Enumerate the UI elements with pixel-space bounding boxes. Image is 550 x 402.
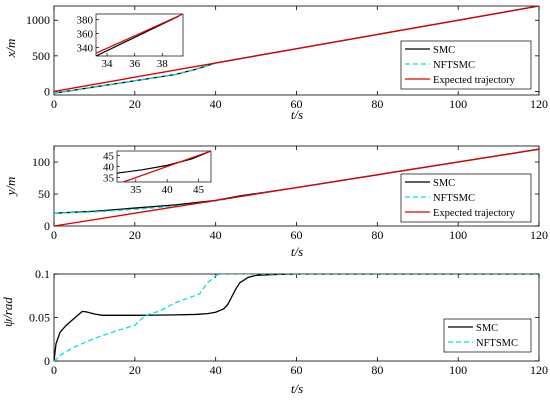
- x-tick-label: 120: [530, 228, 548, 242]
- y-tick-label: 500: [32, 49, 50, 63]
- x-tick-label: 120: [530, 363, 548, 377]
- legend-label: Expected trajectory: [433, 208, 516, 219]
- inset-x-tick-label: 35: [130, 184, 142, 196]
- inset-series-group: [96, 14, 183, 56]
- inset-y-tick-label: 340: [77, 43, 94, 55]
- x-tick-label: 120: [530, 97, 548, 111]
- panel-2-ylabel: y/m: [3, 177, 18, 198]
- y-tick-label: 0: [44, 219, 50, 233]
- panel-3: ψ/rad t/s: [0, 297, 303, 396]
- y-tick-label: 50: [38, 187, 50, 201]
- panel-2-plot: 0 20 40 60 80 100 120 0 50 100 SMC NFTSMC Expected t…: [32, 145, 548, 242]
- inset: 34 36 38 340 360 380: [77, 13, 184, 70]
- x-tick-label: 80: [371, 228, 383, 242]
- series-group: [54, 274, 539, 361]
- inset-series-line: [121, 151, 211, 182]
- x-tick-label: 40: [210, 363, 222, 377]
- panel-3-xlabel: t/s: [291, 381, 303, 396]
- panel-1: x/m t/s: [3, 39, 303, 122]
- inset-x-tick-label: 34: [102, 58, 114, 70]
- inset-series-group: [117, 151, 211, 182]
- inset-y-tick-label: 35: [103, 173, 115, 185]
- series-line-expected-trajectory: [54, 6, 539, 93]
- inset-x-tick-label: 36: [129, 58, 141, 70]
- inset-x-tick-label: 38: [157, 58, 169, 70]
- inset-y-tick-label: 380: [77, 15, 94, 27]
- legend: SMC NFTSMC: [443, 318, 532, 353]
- x-tick-label: 40: [210, 97, 222, 111]
- inset-series-line: [117, 151, 211, 174]
- x-tick-label: 40: [210, 228, 222, 242]
- legend: SMC NFTSMC Expected trajectory: [400, 173, 532, 223]
- series-line-nftsmc: [54, 274, 539, 361]
- inset-x-tick-label: 45: [193, 184, 205, 196]
- series-group: [54, 6, 539, 94]
- inset-series-line: [96, 14, 183, 54]
- x-tick-label: 0: [51, 228, 57, 242]
- panel-1-xlabel: t/s: [291, 107, 303, 122]
- x-tick-label: 60: [291, 363, 303, 377]
- panel-3-plot: 0 20 40 60 80 100 120 0 0.05 0.1 SMC NFTSMC: [29, 267, 548, 377]
- x-tick-label: 80: [371, 97, 383, 111]
- x-tick-label: 100: [449, 97, 467, 111]
- panel-2-xlabel: t/s: [291, 244, 303, 259]
- y-tick-label: 1000: [26, 13, 50, 27]
- y-tick-label: 0: [44, 354, 50, 368]
- legend-label: NFTSMC: [433, 193, 475, 204]
- legend-label: SMC: [433, 178, 455, 189]
- inset-series-line: [96, 15, 180, 56]
- panel-3-ylabel: ψ/rad: [0, 297, 15, 327]
- panel-1-ylabel: x/m: [3, 39, 18, 59]
- legend-label: Expected trajectory: [433, 75, 516, 86]
- x-tick-label: 100: [449, 228, 467, 242]
- panel-1-plot: 0 20 40 60 80 100 120 0 500 1000 SMC NFTSMC Expected…: [26, 5, 548, 111]
- series-line-smc: [54, 274, 539, 361]
- x-tick-label: 0: [51, 97, 57, 111]
- inset-x-tick-label: 40: [162, 184, 174, 196]
- series-group: [54, 148, 539, 226]
- series-line-nftsmc: [54, 148, 539, 214]
- y-tick-label: 0: [44, 84, 50, 98]
- x-tick-label: 20: [129, 363, 141, 377]
- legend-label: NFTSMC: [476, 338, 518, 349]
- legend-label: NFTSMC: [433, 60, 475, 71]
- legend-label: SMC: [433, 45, 455, 56]
- legend-label: SMC: [476, 323, 498, 334]
- x-tick-label: 80: [371, 363, 383, 377]
- y-tick-label: 100: [32, 155, 50, 169]
- x-tick-label: 0: [51, 363, 57, 377]
- inset-y-tick-label: 45: [103, 150, 115, 162]
- x-tick-label: 60: [291, 97, 303, 111]
- legend-box: [443, 318, 532, 353]
- y-tick-label: 0.05: [29, 311, 50, 325]
- x-tick-label: 60: [291, 228, 303, 242]
- series-line-expected-trajectory: [54, 148, 539, 226]
- x-tick-label: 20: [129, 97, 141, 111]
- y-tick-label: 0.1: [35, 267, 50, 281]
- x-tick-label: 100: [449, 363, 467, 377]
- x-tick-label: 20: [129, 228, 141, 242]
- inset-y-tick-label: 360: [77, 29, 94, 41]
- inset-y-tick-label: 40: [103, 162, 115, 174]
- legend: SMC NFTSMC Expected trajectory: [400, 40, 532, 90]
- panel-2: y/m t/s: [3, 177, 303, 259]
